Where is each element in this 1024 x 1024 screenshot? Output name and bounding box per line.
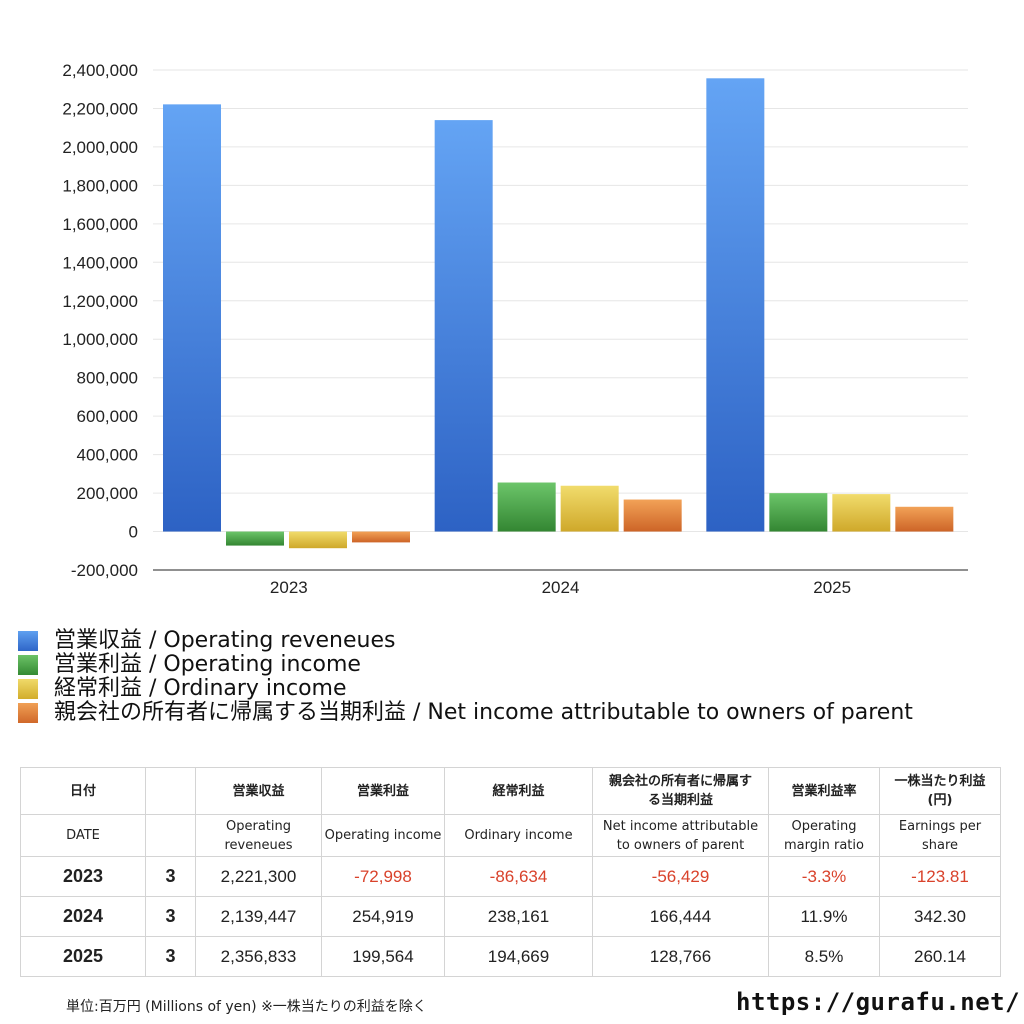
y-tick-label: 1,600,000 [62, 215, 138, 234]
header-en-net-income: Net income attributable to owners of par… [592, 814, 769, 857]
y-tick-label: -200,000 [71, 561, 138, 580]
header-ord-income: 経常利益 [444, 767, 593, 815]
x-axis-ticks: 2023 2024 2025 [270, 578, 851, 597]
bar-2024-series-2 [560, 485, 619, 532]
y-tick-label: 2,200,000 [62, 99, 138, 118]
bar-chart: 2,400,000 2,200,000 2,000,000 1,800,000 1,60… [62, 61, 968, 597]
bar-2025-series-0 [706, 78, 765, 532]
bar-2023-series-0 [163, 104, 221, 532]
legend-label: 営業利益 / Operating income [54, 652, 361, 677]
y-tick-label: 2,400,000 [62, 61, 138, 80]
header-en-op-income: Operating income [321, 814, 445, 857]
y-tick-label: 1,000,000 [62, 330, 138, 349]
header-net-income: 親会社の所有者に帰属する当期利益 [592, 767, 769, 815]
legend-swatch [18, 679, 38, 699]
table-header-en: DATE Operating reveneues Operating incom… [20, 814, 1001, 857]
cell-revenue: 2,139,447 [195, 896, 322, 937]
header-en-eps: Earnings per share [879, 814, 1001, 857]
legend-item-net-income: 親会社の所有者に帰属する当期利益 / Net income attributab… [18, 701, 913, 725]
legend: 営業収益 / Operating reveneues 営業利益 / Operat… [18, 629, 913, 725]
y-tick-label: 200,000 [77, 484, 138, 503]
cell-month: 3 [145, 936, 196, 977]
header-en-ord-income: Ordinary income [444, 814, 593, 857]
x-tick-label: 2025 [813, 578, 851, 597]
header-margin: 営業利益率 [768, 767, 880, 815]
legend-label: 営業収益 / Operating reveneues [54, 628, 396, 653]
unit-note: 単位:百万円 (Millions of yen) ※一株当たりの利益を除く [66, 999, 427, 1015]
x-tick-label: 2024 [542, 578, 580, 597]
y-tick-label: 1,800,000 [62, 176, 138, 195]
cell-eps: -123.81 [879, 856, 1001, 897]
y-tick-label: 800,000 [77, 369, 138, 388]
legend-item-operating-revenues: 営業収益 / Operating reveneues [18, 629, 913, 653]
bar-2023-series-1 [226, 531, 284, 546]
legend-swatch [18, 631, 38, 651]
header-en-month [145, 814, 196, 857]
cell-op-income: 199,564 [321, 936, 445, 977]
header-revenue: 営業収益 [195, 767, 322, 815]
header-month [145, 767, 196, 815]
y-tick-label: 400,000 [77, 446, 138, 465]
bar-2025-series-1 [769, 493, 828, 532]
bar-2024-series-1 [497, 482, 556, 532]
table-header-ja: 日付 営業収益 営業利益 経常利益 親会社の所有者に帰属する当期利益 営業利益率… [20, 767, 1001, 815]
y-tick-label: 0 [129, 523, 138, 542]
y-tick-label: 1,200,000 [62, 292, 138, 311]
cell-op-income: -72,998 [321, 856, 445, 897]
y-tick-label: 1,400,000 [62, 253, 138, 272]
legend-label: 経常利益 / Ordinary income [54, 676, 347, 701]
cell-year: 2025 [20, 936, 146, 977]
bar-2024-series-0 [434, 120, 493, 532]
financial-table: 日付 営業収益 営業利益 経常利益 親会社の所有者に帰属する当期利益 営業利益率… [20, 767, 1001, 977]
table-row: 2024 3 2,139,447 254,919 238,161 166,444… [20, 896, 1001, 937]
grid-lines [153, 69, 968, 533]
bar-2025-series-2 [832, 494, 891, 532]
header-en-margin: Operating margin ratio [768, 814, 880, 857]
cell-eps: 260.14 [879, 936, 1001, 977]
site-link[interactable]: https://gurafu.net/ [736, 988, 1021, 1016]
legend-swatch [18, 703, 38, 723]
header-en-revenue: Operating reveneues [195, 814, 322, 857]
cell-margin: -3.3% [768, 856, 880, 897]
cell-net-income: 166,444 [592, 896, 769, 937]
cell-revenue: 2,221,300 [195, 856, 322, 897]
cell-ord-income: 194,669 [444, 936, 593, 977]
cell-op-income: 254,919 [321, 896, 445, 937]
header-date: 日付 [20, 767, 146, 815]
bar-2023-series-2 [289, 531, 347, 549]
cell-year: 2024 [20, 896, 146, 937]
cell-margin: 8.5% [768, 936, 880, 977]
legend-item-ordinary-income: 経常利益 / Ordinary income [18, 677, 913, 701]
y-tick-label: 600,000 [77, 407, 138, 426]
bars [163, 78, 954, 549]
legend-item-operating-income: 営業利益 / Operating income [18, 653, 913, 677]
cell-month: 3 [145, 856, 196, 897]
y-axis-ticks: 2,400,000 2,200,000 2,000,000 1,800,000 1,60… [62, 61, 138, 580]
x-tick-label: 2023 [270, 578, 308, 597]
table-row: 2023 3 2,221,300 -72,998 -86,634 -56,429… [20, 856, 1001, 897]
cell-ord-income: -86,634 [444, 856, 593, 897]
bar-2024-series-3 [623, 499, 682, 532]
cell-ord-income: 238,161 [444, 896, 593, 937]
cell-net-income: 128,766 [592, 936, 769, 977]
table-row: 2025 3 2,356,833 199,564 194,669 128,766… [20, 936, 1001, 977]
y-tick-label: 2,000,000 [62, 138, 138, 157]
legend-swatch [18, 655, 38, 675]
cell-revenue: 2,356,833 [195, 936, 322, 977]
cell-year: 2023 [20, 856, 146, 897]
cell-net-income: -56,429 [592, 856, 769, 897]
cell-month: 3 [145, 896, 196, 937]
header-en-date: DATE [20, 814, 146, 857]
cell-eps: 342.30 [879, 896, 1001, 937]
header-op-income: 営業利益 [321, 767, 445, 815]
bar-2025-series-3 [895, 506, 954, 532]
cell-margin: 11.9% [768, 896, 880, 937]
header-eps: 一株当たり利益(円) [879, 767, 1001, 815]
bar-2023-series-3 [352, 531, 410, 543]
legend-label: 親会社の所有者に帰属する当期利益 / Net income attributab… [54, 700, 913, 725]
